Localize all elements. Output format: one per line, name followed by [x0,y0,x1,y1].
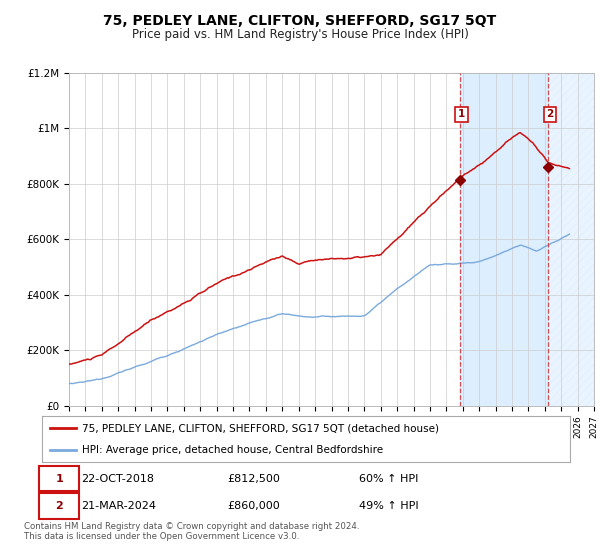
Text: 1: 1 [458,109,465,119]
FancyBboxPatch shape [40,493,79,519]
Text: 1: 1 [56,474,63,483]
Text: 75, PEDLEY LANE, CLIFTON, SHEFFORD, SG17 5QT (detached house): 75, PEDLEY LANE, CLIFTON, SHEFFORD, SG17… [82,423,439,433]
Bar [548,73,594,406]
Text: £812,500: £812,500 [227,474,280,483]
Text: Price paid vs. HM Land Registry's House Price Index (HPI): Price paid vs. HM Land Registry's House … [131,28,469,41]
Text: 75, PEDLEY LANE, CLIFTON, SHEFFORD, SG17 5QT: 75, PEDLEY LANE, CLIFTON, SHEFFORD, SG17… [103,14,497,28]
Text: 2: 2 [56,501,63,511]
Text: 60% ↑ HPI: 60% ↑ HPI [359,474,418,483]
Text: 49% ↑ HPI: 49% ↑ HPI [359,501,418,511]
Text: £860,000: £860,000 [227,501,280,511]
FancyBboxPatch shape [40,466,79,491]
Text: Contains HM Land Registry data © Crown copyright and database right 2024.
This d: Contains HM Land Registry data © Crown c… [24,522,359,542]
Text: 2: 2 [547,109,554,119]
Text: 22-OCT-2018: 22-OCT-2018 [82,474,155,483]
Bar [460,73,548,406]
Text: HPI: Average price, detached house, Central Bedfordshire: HPI: Average price, detached house, Cent… [82,445,383,455]
Text: 21-MAR-2024: 21-MAR-2024 [82,501,157,511]
